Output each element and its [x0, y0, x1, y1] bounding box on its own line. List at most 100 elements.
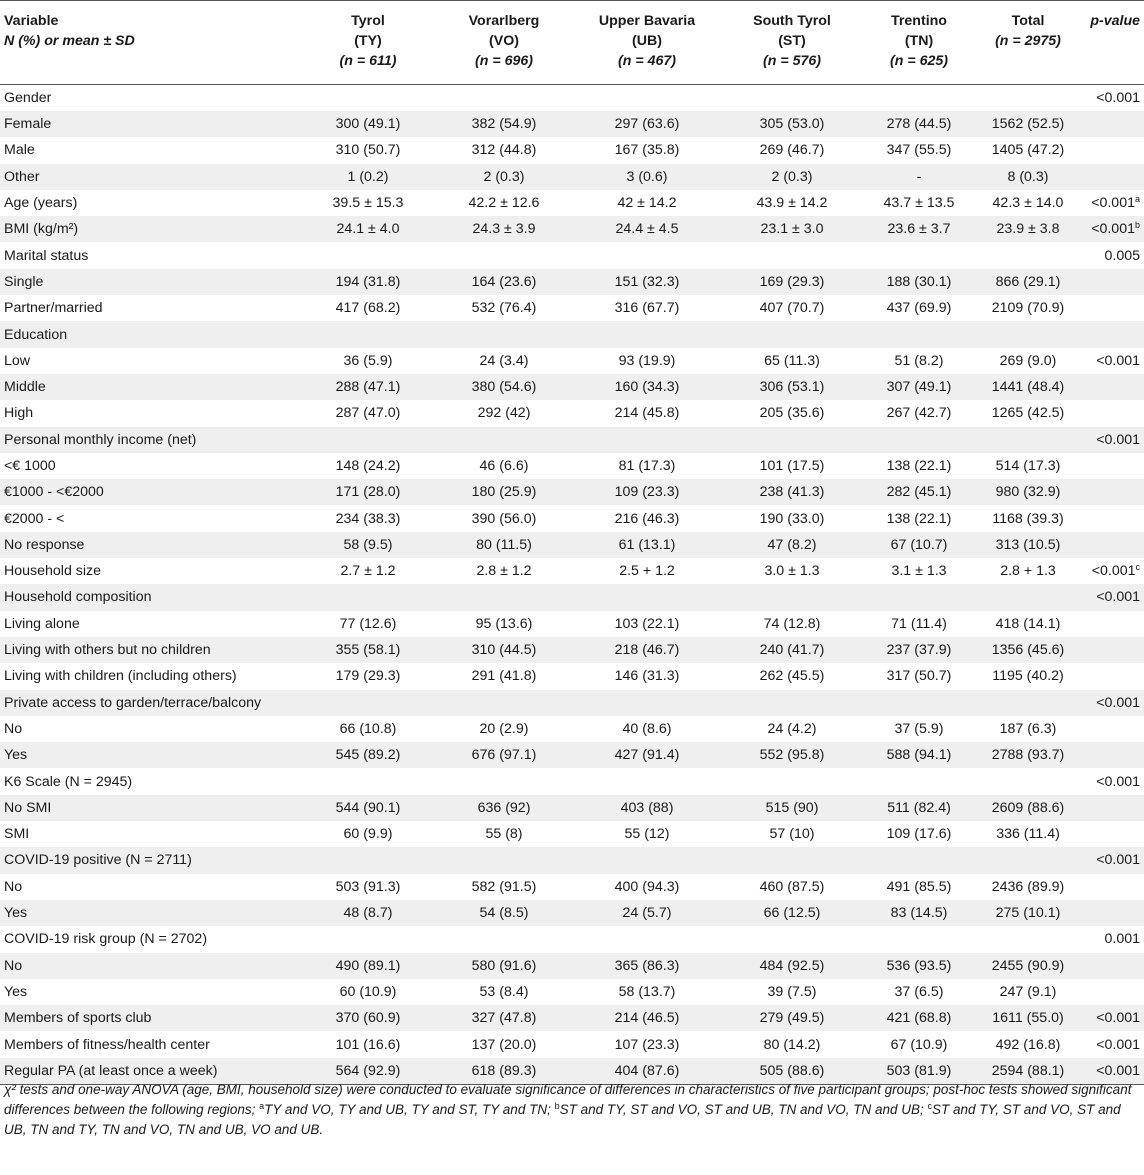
table-cell: [300, 321, 436, 348]
table-cell: 218 (46.7): [572, 636, 722, 664]
table-cell: 237 (37.9): [862, 636, 976, 664]
table-cell: 282 (45.1): [862, 479, 976, 506]
table-cell: [436, 426, 572, 453]
table-cell: 278 (44.5): [862, 111, 976, 138]
header-row: Variable N (%) or mean ± SD Tyrol (TY) (…: [0, 0, 1144, 85]
table-cell: 103 (22.1): [614, 615, 680, 632]
table-cell: 1405 (47.2): [991, 142, 1065, 159]
table-cell: [862, 768, 976, 794]
table-cell: 151 (32.3): [572, 268, 722, 296]
pvalue-text: 0.005: [1104, 247, 1140, 264]
table-cell: 234 (38.3): [335, 510, 401, 527]
row-pvalue: <0.001a: [1080, 190, 1144, 216]
table-cell: 317 (50.7): [886, 668, 952, 685]
table-row: BMI (kg/m²) 24.1 ± 4.0 24.3 ± 3.9 24.4 ± 4.…: [0, 216, 1144, 243]
table-cell: 169 (29.3): [722, 268, 862, 296]
table-cell: [300, 426, 436, 453]
table-cell: 316 (67.7): [614, 300, 680, 317]
table-cell: [722, 926, 862, 952]
table-cell: 1611 (55.0): [976, 1005, 1080, 1032]
table-cell: 23.1 ± 3.0: [722, 216, 862, 243]
table-row: High 287 (47.0) 292 (42) 214 (45.8) 205 (35.…: [0, 400, 1144, 426]
table-cell: 61 (13.1): [572, 531, 722, 559]
table-cell: 65 (11.3): [764, 352, 820, 369]
table-cell: 421 (68.8): [862, 1005, 976, 1032]
row-pvalue: [1080, 268, 1144, 296]
table-row: €2000 - < 234 (38.3) 390 (56.0) 216 (46.3) 1…: [0, 505, 1144, 531]
table-cell: 404 (87.6): [572, 1057, 722, 1085]
table-cell: 262 (45.5): [759, 668, 825, 685]
table-header: Variable N (%) or mean ± SD Tyrol (TY) (…: [0, 0, 1144, 85]
table-cell: 39 (7.5): [767, 983, 817, 1000]
row-pvalue: [1080, 874, 1144, 900]
table-cell: 288 (47.1): [300, 373, 436, 401]
table-cell: [722, 847, 862, 874]
table-row: Regular PA (at least once a week) 564 (92…: [0, 1057, 1144, 1085]
table-cell: 238 (41.3): [722, 479, 862, 506]
table-row: Gender <0.001: [0, 85, 1144, 112]
table-cell: 536 (93.5): [862, 952, 976, 979]
table-row: Low 36 (5.9) 24 (3.4) 93 (19.9) 65 (11.3) 51 …: [0, 348, 1144, 374]
row-pvalue: <0.001: [1080, 847, 1144, 874]
table-row: COVID-19 positive (N = 2711) <0.001: [0, 847, 1144, 874]
table-row: No response 58 (9.5) 80 (11.5) 61 (13.1) 47 …: [0, 531, 1144, 559]
table-cell: -: [862, 163, 976, 190]
table-cell: 148 (24.2): [335, 458, 401, 474]
row-pvalue: <0.001: [1080, 584, 1144, 611]
row-label: COVID-19 positive (N = 2711): [0, 847, 300, 874]
table-cell: 180 (25.9): [436, 479, 572, 506]
row-pvalue: [1080, 636, 1144, 664]
table-cell: 514 (17.3): [995, 458, 1061, 474]
header-col-name: South Tyrol: [753, 13, 831, 29]
table-cell: 1356 (45.6): [976, 636, 1080, 664]
table-cell: 347 (55.5): [886, 142, 952, 159]
table-cell: [436, 321, 572, 348]
row-label: Low: [4, 352, 31, 369]
row-pvalue: <0.001: [1080, 689, 1144, 716]
header-col-abbr: (UB): [632, 33, 662, 49]
table-cell: 544 (90.1): [300, 794, 436, 822]
table-cell: 427 (91.4): [572, 742, 722, 769]
row-label: Yes: [0, 899, 300, 927]
table-cell: 214 (45.8): [614, 405, 680, 422]
table-cell: [436, 242, 572, 268]
table-row: No 490 (89.1) 580 (91.6) 365 (86.3) 484 (92.…: [0, 952, 1144, 979]
table-cell: 370 (60.9): [300, 1005, 436, 1032]
table-cell: 60 (10.9): [339, 983, 397, 1000]
footnote-main: χ² tests and one-way ANOVA (age, BMI, ho…: [4, 1082, 1132, 1117]
header-col-abbr: (VO): [489, 33, 519, 49]
table-cell: 532 (76.4): [471, 300, 537, 317]
pvalue-footnote-mark: a: [1134, 194, 1140, 205]
participant-characteristics-table: Variable N (%) or mean ± SD Tyrol (TY) (…: [0, 0, 1144, 1085]
table-cell: 618 (89.3): [436, 1057, 572, 1085]
table-cell: 194 (31.8): [300, 268, 436, 296]
table-cell: 310 (44.5): [436, 636, 572, 664]
table-cell: 20 (2.9): [479, 720, 529, 737]
row-pvalue: [1080, 611, 1144, 637]
table-cell: 403 (88): [572, 794, 722, 822]
table-cell: 43.9 ± 14.2: [756, 195, 828, 212]
table-row: Other 1 (0.2) 2 (0.3) 3 (0.6) 2 (0.3) -8 (0.3…: [0, 163, 1144, 190]
footnote-b: ST and TY, ST and VO, ST and UB, TN and …: [559, 1102, 928, 1117]
table-cell: 80 (11.5): [436, 531, 572, 559]
table-cell: 484 (92.5): [722, 952, 862, 979]
row-label: No: [4, 878, 23, 895]
table-cell: 2 (0.3): [722, 163, 862, 190]
table-cell: 23.6 ± 3.7: [862, 216, 976, 243]
table-cell: 167 (35.8): [614, 142, 680, 159]
header-col-name: Upper Bavaria: [598, 13, 696, 29]
table-cell: [572, 85, 722, 112]
table-row: No 66 (10.8) 20 (2.9) 40 (8.6) 24 (4.2) 37 (5…: [0, 716, 1144, 742]
table-cell: 80 (14.2): [763, 1036, 821, 1053]
table-cell: 305 (53.0): [722, 111, 862, 138]
header-col-name: Trentino: [891, 13, 947, 29]
table-cell: 511 (82.4): [862, 794, 976, 822]
row-pvalue: [1080, 952, 1144, 979]
table-cell: 205 (35.6): [759, 405, 825, 422]
table-cell: 3.0 ± 1.3: [764, 563, 820, 580]
table-cell: 503 (91.3): [335, 878, 401, 895]
table-cell: 60 (9.9): [343, 826, 393, 843]
table-cell: 137 (20.0): [471, 1036, 537, 1053]
table-cell: 46 (6.6): [479, 458, 529, 474]
table-row: Yes 48 (8.7) 54 (8.5) 24 (5.7) 66 (12.5) 83 (…: [0, 899, 1144, 927]
